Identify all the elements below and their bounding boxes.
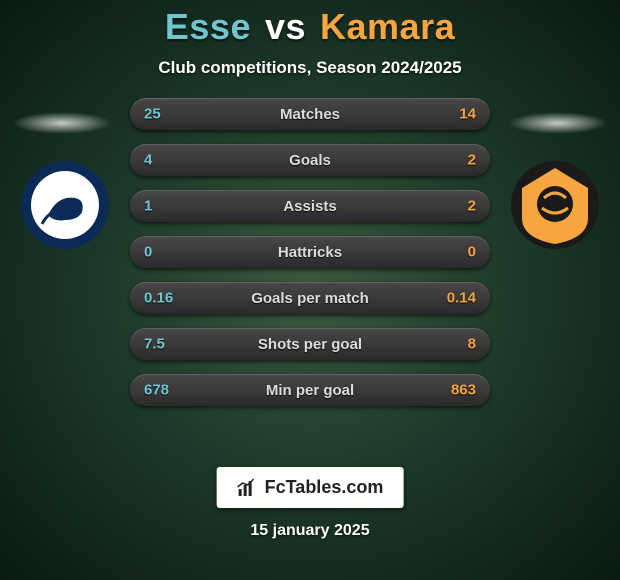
stat-right-value: 0 <box>468 244 476 261</box>
vs-label: vs <box>265 6 306 48</box>
subtitle: Club competitions, Season 2024/2025 <box>158 58 461 78</box>
stat-label: Assists <box>283 198 336 215</box>
stat-right-value: 863 <box>451 382 476 399</box>
stats-list: 25 Matches 14 4 Goals 2 1 Assists 2 0 Ha… <box>130 98 490 406</box>
stat-left-value: 4 <box>144 152 152 169</box>
stat-row: 0.16 Goals per match 0.14 <box>130 282 490 314</box>
stat-left-value: 7.5 <box>144 336 165 353</box>
brand-box: FcTables.com <box>217 467 404 508</box>
comparison-card: Esse vs Kamara Club competitions, Season… <box>0 0 620 580</box>
club-crest-left <box>20 160 110 250</box>
footer: FcTables.com 15 january 2025 <box>217 467 404 540</box>
club-crest-right <box>510 160 600 250</box>
stat-right-value: 8 <box>468 336 476 353</box>
crest-shadow-left <box>12 112 112 134</box>
stat-row: 0 Hattricks 0 <box>130 236 490 268</box>
chart-icon <box>237 478 257 498</box>
stat-row: 7.5 Shots per goal 8 <box>130 328 490 360</box>
stat-row: 1 Assists 2 <box>130 190 490 222</box>
stat-label: Shots per goal <box>258 336 362 353</box>
date-text: 15 january 2025 <box>250 522 369 540</box>
stat-left-value: 678 <box>144 382 169 399</box>
stat-row: 678 Min per goal 863 <box>130 374 490 406</box>
crest-right-icon <box>510 160 600 250</box>
player-right-name: Kamara <box>320 6 455 48</box>
stat-right-value: 0.14 <box>447 290 476 307</box>
stat-right-value: 2 <box>468 152 476 169</box>
stat-right-value: 14 <box>459 106 476 123</box>
crest-shadow-right <box>508 112 608 134</box>
stat-right-value: 2 <box>468 198 476 215</box>
brand-text: FcTables.com <box>265 477 384 498</box>
title-row: Esse vs Kamara <box>165 6 455 48</box>
crest-left-icon <box>20 160 110 250</box>
stat-label: Hattricks <box>278 244 342 261</box>
stat-label: Goals <box>289 152 331 169</box>
stat-row: 25 Matches 14 <box>130 98 490 130</box>
stat-label: Min per goal <box>266 382 354 399</box>
stat-row: 4 Goals 2 <box>130 144 490 176</box>
stat-left-value: 0.16 <box>144 290 173 307</box>
player-left-name: Esse <box>165 6 251 48</box>
stat-label: Goals per match <box>251 290 369 307</box>
stat-left-value: 25 <box>144 106 161 123</box>
stat-left-value: 0 <box>144 244 152 261</box>
stat-left-value: 1 <box>144 198 152 215</box>
stat-label: Matches <box>280 106 340 123</box>
